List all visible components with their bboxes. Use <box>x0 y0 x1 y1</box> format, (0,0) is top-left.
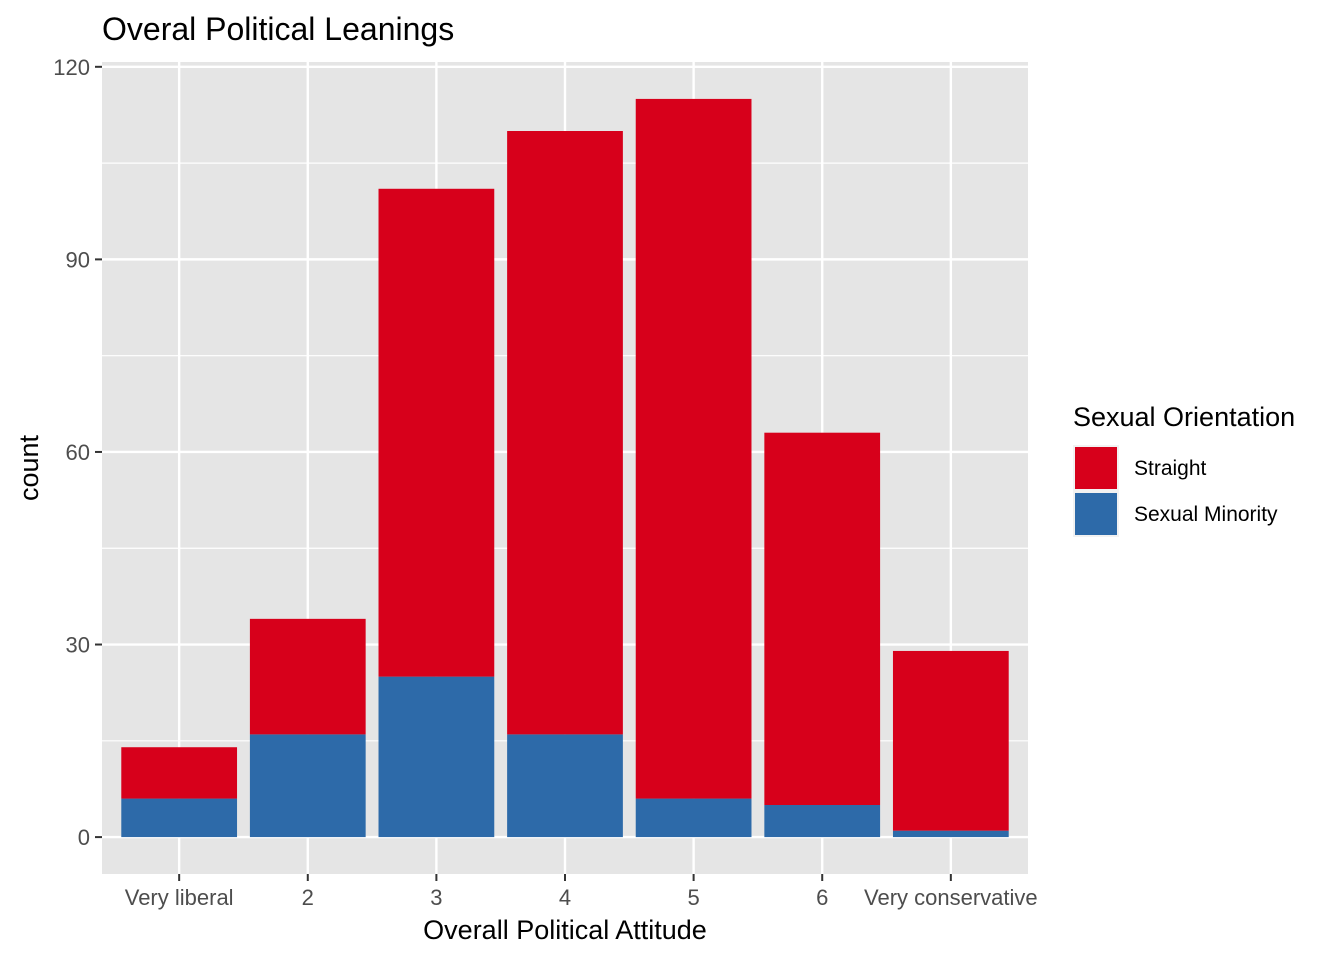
y-tick-label: 90 <box>66 247 90 272</box>
bar-sexual-minority <box>892 830 1009 838</box>
y-tick-label: 120 <box>53 55 90 80</box>
chart-title: Overal Political Leanings <box>102 11 454 47</box>
bar-sexual-minority <box>249 734 366 838</box>
bar-sexual-minority <box>764 804 881 838</box>
legend-title: Sexual Orientation <box>1073 402 1295 432</box>
x-tick-label: Very liberal <box>125 885 234 910</box>
bar-straight <box>892 650 1009 831</box>
bar-straight <box>635 98 752 799</box>
x-tick-label: 2 <box>302 885 314 910</box>
x-tick-label: 5 <box>687 885 699 910</box>
legend-label-straight: Straight <box>1134 457 1207 480</box>
x-tick-label: 6 <box>816 885 828 910</box>
x-tick-label: 3 <box>430 885 442 910</box>
y-axis-title: count <box>14 434 44 501</box>
bar-sexual-minority <box>635 798 752 838</box>
bar-straight <box>121 747 238 799</box>
x-axis-title: Overall Political Attitude <box>423 915 707 945</box>
bars <box>121 98 1009 838</box>
bar-sexual-minority <box>507 734 623 838</box>
legend: Sexual Orientation Straight Sexual Minori… <box>1073 402 1295 537</box>
y-axis: 0 30 60 90 120 <box>53 55 102 850</box>
y-tick-label: 30 <box>66 633 90 658</box>
bar-straight <box>764 432 881 805</box>
bar-straight <box>378 188 495 677</box>
legend-label-sexual-minority: Sexual Minority <box>1134 503 1278 526</box>
bar-straight <box>249 618 366 735</box>
bar-straight <box>507 131 623 735</box>
bar-sexual-minority <box>121 798 238 838</box>
x-tick-label: 4 <box>559 885 571 910</box>
legend-swatch-straight <box>1075 447 1117 489</box>
bar-sexual-minority <box>378 676 495 838</box>
y-tick-label: 60 <box>66 440 90 465</box>
x-axis: Very liberal 2 3 4 5 6 Very conservative <box>125 874 1038 910</box>
legend-swatch-sexual-minority <box>1075 493 1117 535</box>
y-tick-label: 0 <box>78 825 90 850</box>
x-tick-label: Very conservative <box>864 885 1038 910</box>
